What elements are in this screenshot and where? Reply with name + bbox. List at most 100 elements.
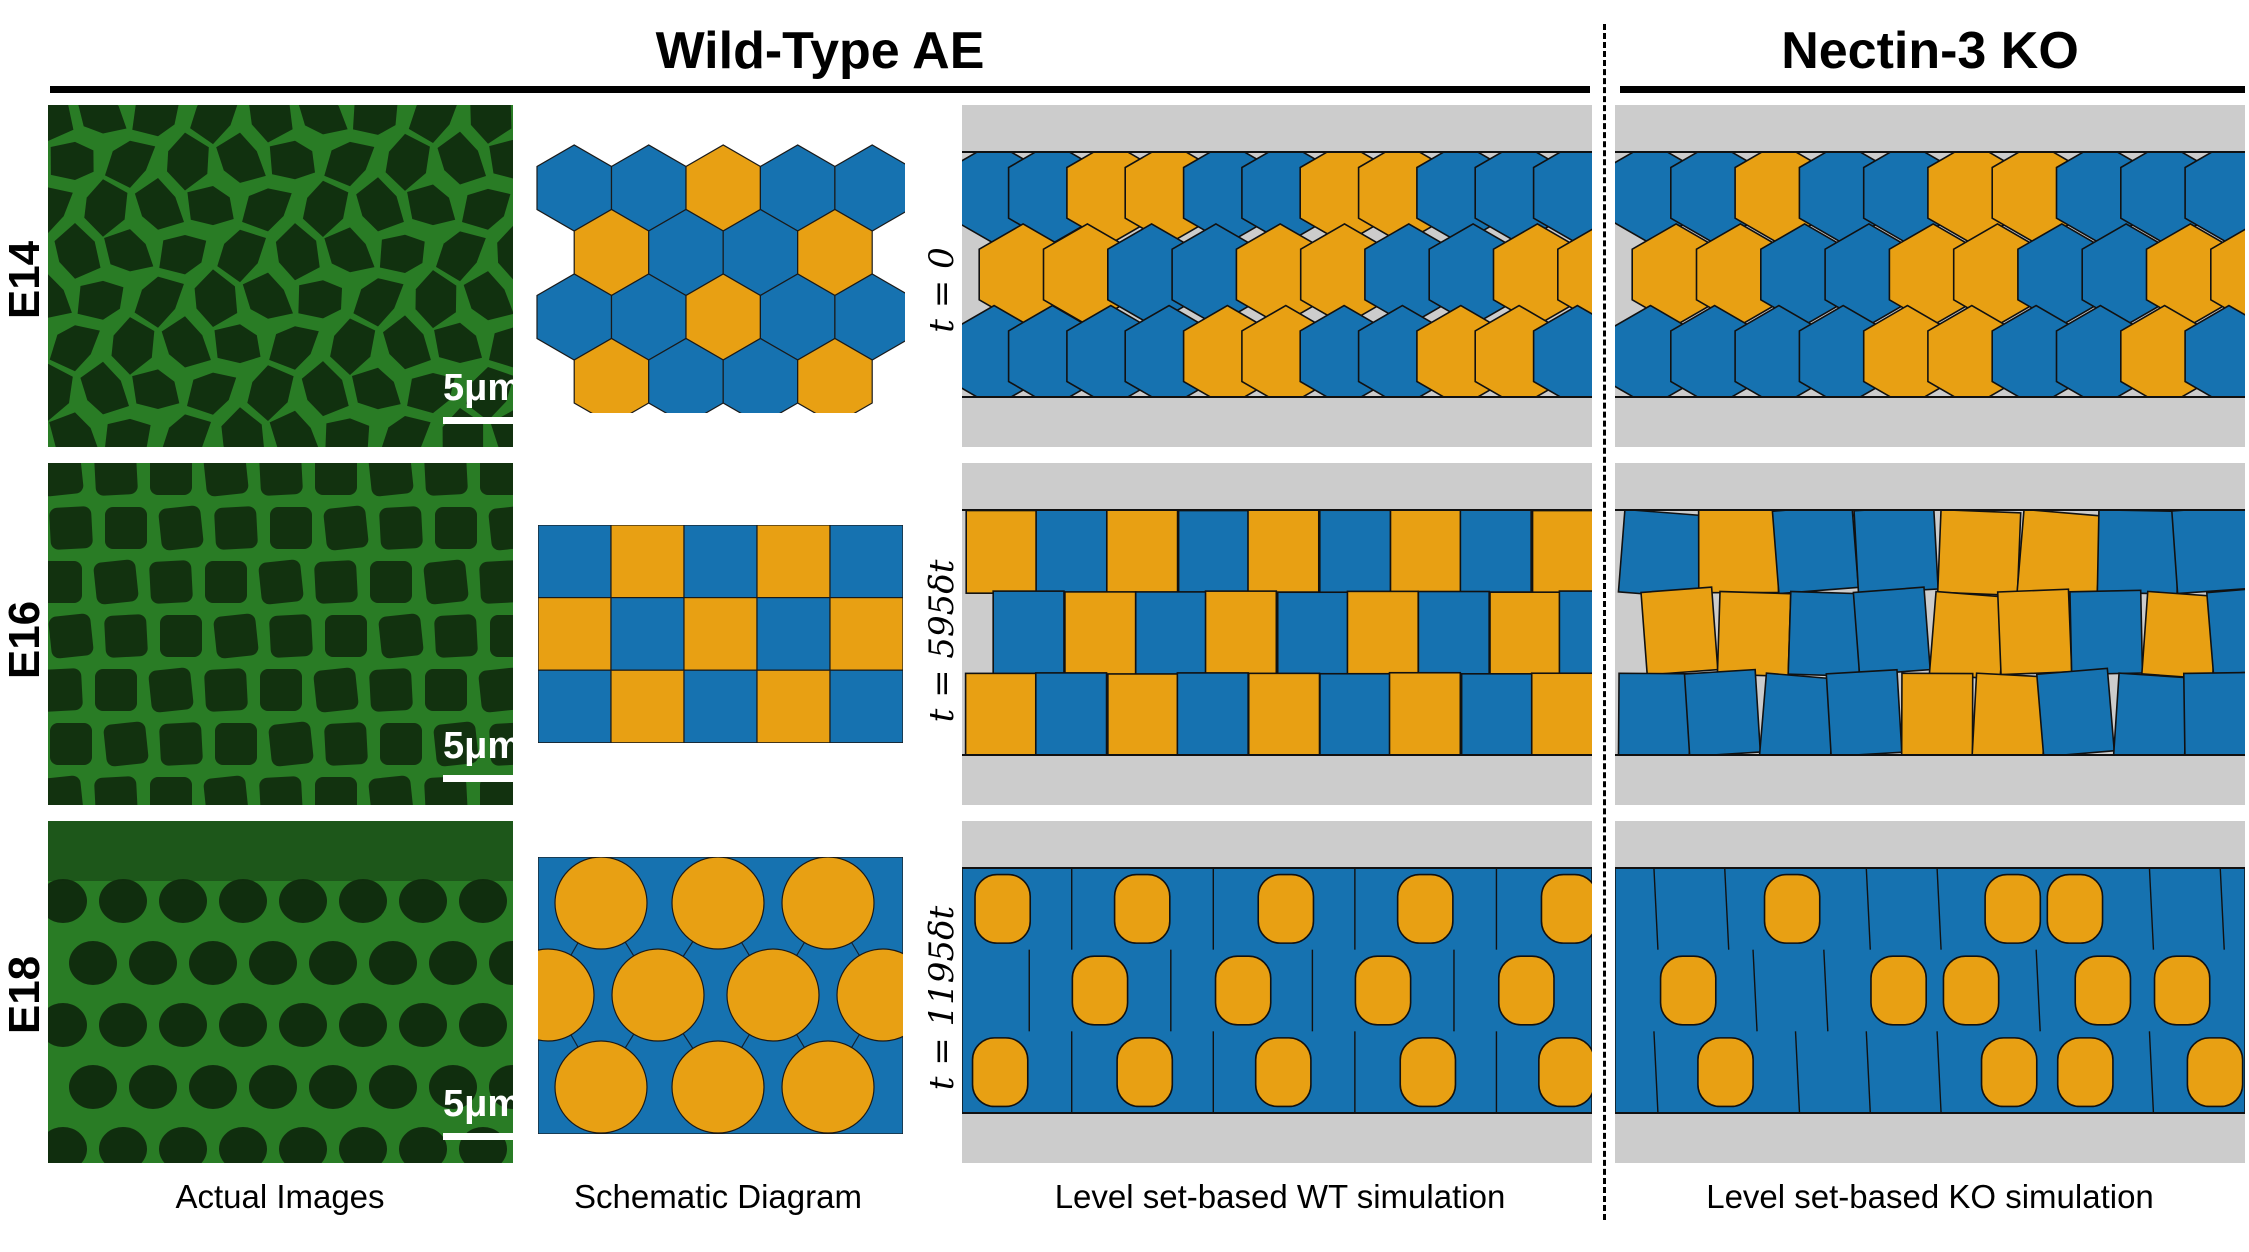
scale-label: 5μm bbox=[443, 1083, 513, 1125]
ko-simulation-row2 bbox=[1615, 463, 2245, 805]
sim-cell bbox=[964, 672, 1038, 755]
cell-interior bbox=[324, 141, 375, 187]
cell-interior bbox=[378, 613, 424, 659]
sim-cell bbox=[2046, 873, 2104, 944]
sim-cell bbox=[1354, 955, 1412, 1026]
cell-interior bbox=[48, 561, 82, 603]
sim-cell bbox=[1388, 671, 1462, 755]
cell-interior bbox=[324, 227, 375, 273]
sim-cell bbox=[1116, 1037, 1174, 1108]
cell-interior bbox=[49, 412, 98, 447]
cell-interior bbox=[216, 132, 266, 183]
sim-cell bbox=[2069, 589, 2144, 676]
wild-type-header: Wild-Type AE bbox=[655, 22, 985, 80]
cell-interior bbox=[214, 324, 261, 364]
cell-interior bbox=[103, 721, 149, 767]
cell-interior bbox=[352, 367, 401, 410]
cell-interior bbox=[423, 559, 469, 605]
sim-cell bbox=[2016, 510, 2105, 600]
cell-interior bbox=[93, 559, 139, 605]
cell-interior bbox=[369, 1065, 417, 1109]
square-cell bbox=[756, 596, 831, 671]
cell-interior bbox=[159, 1003, 207, 1047]
sim-cell bbox=[1459, 510, 1532, 593]
cell-interior bbox=[298, 280, 342, 319]
cell-interior bbox=[150, 777, 192, 805]
sim-cell bbox=[2074, 955, 2132, 1026]
square-cell bbox=[683, 525, 758, 599]
sim-cell bbox=[1497, 955, 1555, 1026]
cell-interior bbox=[279, 1127, 327, 1163]
cell-boundary bbox=[1936, 1031, 1942, 1113]
cell-interior bbox=[298, 105, 348, 135]
cell-interior bbox=[187, 372, 237, 415]
cell-interior bbox=[219, 1003, 267, 1047]
cell-interior bbox=[129, 941, 177, 985]
sim-cell bbox=[1984, 873, 2042, 944]
sim-cell bbox=[1071, 955, 1129, 1026]
sim-cell bbox=[974, 873, 1032, 944]
sim-cell bbox=[1064, 591, 1137, 676]
cell-layer bbox=[1617, 510, 2245, 755]
cell-interior bbox=[84, 179, 128, 237]
cell-interior bbox=[301, 361, 349, 417]
cell-interior bbox=[489, 941, 513, 985]
sim-cell bbox=[2035, 667, 2116, 755]
cell-interior bbox=[330, 318, 376, 375]
sim-cell bbox=[1558, 590, 1592, 675]
cell-interior bbox=[459, 879, 507, 923]
sim-cell bbox=[1396, 873, 1454, 944]
cell-interior bbox=[353, 105, 398, 135]
circle-cell bbox=[538, 948, 595, 1042]
sim-cell bbox=[1996, 588, 2073, 676]
cell-boundary bbox=[1653, 868, 1659, 950]
cell-interior bbox=[380, 723, 422, 765]
schematic-hexagonal bbox=[536, 144, 905, 413]
cell-layer bbox=[962, 868, 1592, 1113]
cell-interior bbox=[309, 941, 357, 985]
cell-interior bbox=[247, 365, 294, 421]
cell-boundary bbox=[1865, 868, 1871, 950]
cell-interior bbox=[379, 506, 423, 550]
cell-interior bbox=[269, 614, 313, 658]
cell-interior bbox=[159, 235, 207, 275]
cell-interior bbox=[249, 105, 293, 143]
cell-interior bbox=[215, 723, 257, 765]
sim-cell bbox=[1936, 510, 2022, 597]
sim-cell bbox=[1980, 1037, 2038, 1108]
dark-band bbox=[48, 821, 513, 881]
sim-cell bbox=[1318, 510, 1392, 594]
wild-type-underline bbox=[50, 86, 1590, 93]
cell-interior bbox=[325, 615, 367, 657]
cell-interior bbox=[497, 225, 513, 280]
sim-cell bbox=[1319, 672, 1392, 755]
cell-interior bbox=[459, 1003, 507, 1047]
cell-interior bbox=[434, 614, 478, 658]
circle-cell bbox=[611, 948, 705, 1042]
cell-interior bbox=[424, 776, 468, 805]
cell-interior bbox=[489, 139, 513, 179]
sim-cell bbox=[1556, 228, 1592, 321]
square-cell bbox=[829, 525, 903, 599]
cell-interior bbox=[315, 463, 357, 495]
cell-interior bbox=[48, 274, 72, 318]
sim-cell bbox=[2186, 1037, 2244, 1108]
cell-interior bbox=[385, 133, 430, 191]
sim-cell bbox=[2056, 1037, 2114, 1108]
cell-interior bbox=[49, 506, 93, 550]
sim-cell bbox=[1683, 668, 1762, 755]
cell-interior bbox=[204, 668, 248, 712]
cell-interior bbox=[48, 105, 74, 141]
sim-cell bbox=[2112, 672, 2191, 755]
circle-cell bbox=[671, 857, 765, 950]
square-cell bbox=[756, 525, 831, 599]
microscopy-image-e18: 5μm bbox=[48, 821, 513, 1163]
cell-interior bbox=[462, 188, 511, 230]
sim-cell bbox=[1538, 1037, 1592, 1108]
cell-interior bbox=[78, 105, 127, 134]
sim-cell bbox=[1771, 510, 1860, 595]
square-cell bbox=[538, 525, 612, 599]
cell-interior bbox=[214, 506, 258, 550]
cell-boundary bbox=[1936, 868, 1942, 950]
sim-cell bbox=[2170, 510, 2245, 595]
